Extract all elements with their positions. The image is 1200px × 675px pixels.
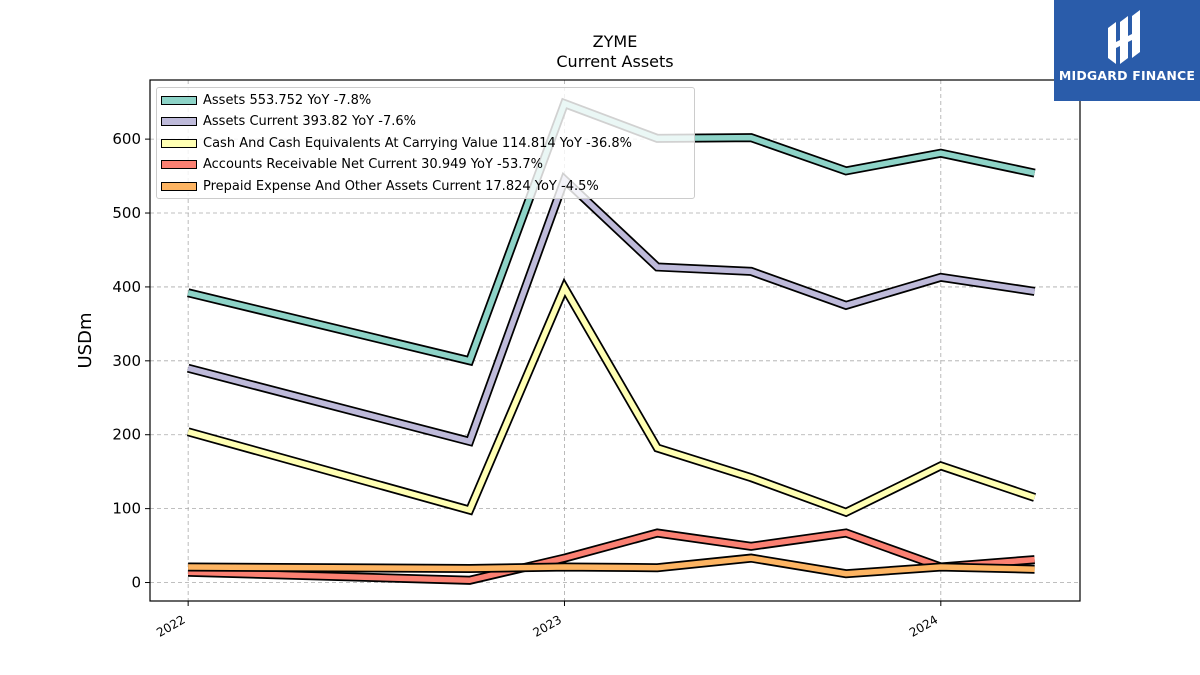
legend-item: Assets Current 393.82 YoY -7.6%: [161, 112, 416, 132]
legend-item: Assets 553.752 YoY -7.8%: [161, 90, 371, 110]
legend-label: Assets 553.752 YoY -7.8%: [203, 92, 372, 108]
legend-item: Cash And Cash Equivalents At Carrying Va…: [161, 133, 632, 153]
legend-swatch: [161, 117, 197, 126]
y-tick-label: 0: [131, 574, 141, 592]
plot-frame: [149, 79, 1081, 602]
series-line-1: [187, 174, 1036, 445]
legend-label: Accounts Receivable Net Current 30.949 Y…: [203, 157, 544, 172]
chart-title: ZYME: [592, 32, 638, 51]
legend-swatch: [161, 160, 197, 169]
series-line-2: [187, 281, 1036, 516]
legend-item: Prepaid Expense And Other Assets Current…: [161, 176, 599, 196]
series-line-3: [188, 530, 1035, 584]
legend-swatch: [161, 95, 197, 105]
legend-label: Prepaid Expense And Other Assets Current…: [203, 178, 599, 194]
brand-logo-text: MIDGARD FINANCE: [1058, 68, 1196, 83]
y-axis-label: USDm: [75, 313, 96, 369]
x-tick-label: 2024: [907, 612, 940, 639]
y-tick-label: 600: [112, 130, 141, 148]
legend-swatch: [161, 138, 197, 148]
y-tick-label: 500: [112, 204, 141, 222]
legend-swatch: [161, 181, 197, 191]
y-tick-label: 100: [112, 500, 141, 518]
x-tick-label: 2022: [154, 612, 187, 639]
midgard-logo-icon: [1108, 10, 1140, 64]
legend-label: Cash And Cash Equivalents At Carrying Va…: [203, 135, 632, 151]
chart-subtitle: Current Assets: [556, 52, 674, 71]
y-tick-label: 400: [112, 278, 141, 296]
y-tick-label: 200: [112, 426, 141, 444]
series-line-0: [187, 100, 1036, 365]
legend-label: Assets Current 393.82 YoY -7.6%: [203, 114, 416, 129]
x-tick-label: 2023: [531, 612, 564, 639]
y-tick-label: 300: [112, 352, 141, 370]
legend-item: Accounts Receivable Net Current 30.949 Y…: [161, 155, 543, 175]
series-line-4: [188, 555, 1035, 577]
chart-legend: Assets 553.752 YoY -7.8% Assets Current 3…: [156, 87, 695, 199]
brand-logo: MIDGARD FINANCE: [1054, 0, 1200, 101]
